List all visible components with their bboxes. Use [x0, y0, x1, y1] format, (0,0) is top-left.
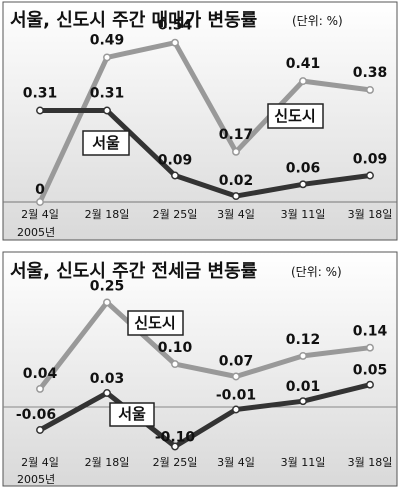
- chart-1-series-label-newtown: 신도시: [267, 103, 324, 129]
- chart-1-x-tick-label: 3월 4일: [217, 207, 255, 221]
- chart-2-seoul-value-label: -0.10: [155, 430, 196, 446]
- chart-2-seoul-point: [366, 380, 374, 389]
- chart-2-seoul-value-label: -0.01: [216, 388, 256, 404]
- chart-2-newtown-point: [103, 298, 111, 307]
- chart-2-newtown-point: [366, 343, 374, 352]
- chart-2-newtown-point: [171, 360, 179, 369]
- chart-1-title: 서울, 신도시 주간 매매가 변동률: [10, 10, 257, 31]
- chart-2-seoul-point: [103, 389, 111, 397]
- chart-2-x-tick-label: 2월 18일: [85, 455, 130, 469]
- chart-2-seoul-point: [232, 405, 240, 414]
- chart-1-seoul-line: [37, 108, 373, 199]
- chart-2-x-tick-label: 2월 4일: [21, 455, 59, 469]
- chart-1-seoul-point: [232, 192, 240, 201]
- chart-1-x-axis: 2월 4일 2월 18일 2월 25일 3월 4일 3월 11일 3월 18일: [21, 207, 392, 221]
- chart-1-newtown-point: [299, 77, 307, 86]
- chart-1-newtown-value-label: 0.49: [90, 32, 125, 48]
- chart-2-title: 서울, 신도시 주간 전세금 변동률: [10, 261, 257, 282]
- chart-1-newtown-point: [103, 53, 111, 62]
- svg-text:신도시: 신도시: [274, 107, 315, 125]
- chart-2-series-label-newtown: 신도시: [127, 310, 184, 336]
- chart-1-newtown-point: [232, 147, 240, 156]
- chart-1-newtown-value-label: 0.17: [219, 127, 254, 143]
- svg-text:신도시: 신도시: [134, 314, 175, 332]
- chart-1-x-tick-label: 2월 18일: [85, 207, 130, 221]
- chart-1-panel: [2, 1, 398, 241]
- svg-text:서울: 서울: [118, 405, 146, 423]
- chart-1-x-tick-label: 2월 4일: [21, 207, 59, 221]
- chart-2-newtown-line: [37, 299, 373, 392]
- chart-1-newtown-value-label: 0.38: [353, 65, 388, 81]
- chart-1-newtown-value-label: 0: [35, 182, 45, 198]
- chart-1-year-label: 2005년: [17, 226, 55, 239]
- chart-1-seoul-value-label: 0.09: [353, 152, 388, 168]
- chart-2-x-tick-label: 3월 4일: [217, 455, 255, 469]
- chart-1-x-tick-label: 2월 25일: [153, 207, 198, 221]
- chart-1-x-tick-label: 3월 11일: [281, 207, 326, 221]
- chart-1-series-label-seoul: 서울: [82, 130, 130, 156]
- chart-1-seoul-value-label: 0.09: [158, 153, 193, 169]
- chart-2-seoul-point: [171, 442, 179, 451]
- chart-1-seoul-value-label: 0.31: [90, 86, 125, 102]
- chart-2-lines: [36, 298, 374, 451]
- chart-2-seoul-point: [36, 426, 44, 434]
- chart-2-seoul-line: [37, 382, 373, 449]
- chart-1-newtown-value-label: 0.41: [286, 56, 321, 72]
- chart-2-x-tick-label: 2월 25일: [153, 455, 198, 469]
- chart-1-seoul-value-label: 0.06: [286, 160, 321, 176]
- chart-1-value-labels: 0 0.49 0.54 0.17 0.41 0.38 0.31 0.31 0.09 0.02 0.0…: [23, 18, 388, 198]
- chart-2-x-tick-label: 3월 11일: [281, 455, 326, 469]
- chart-1-newtown-value-label: 0.54: [158, 18, 193, 34]
- chart-2-seoul-value-label: -0.06: [16, 407, 56, 423]
- chart-2-newtown-value-label: 0.12: [286, 332, 321, 348]
- chart-1-seoul-point: [36, 106, 44, 115]
- chart-2-series-label-seoul: 서울: [109, 402, 155, 427]
- svg-text:서울: 서울: [92, 134, 120, 152]
- chart-1-newtown-point: [366, 85, 374, 94]
- chart-1-newtown-line: [37, 40, 373, 205]
- chart-2-seoul-value-label: 0.05: [353, 363, 388, 379]
- chart-2-seoul-value-label: 0.03: [90, 371, 125, 387]
- chart-1-seoul-point: [299, 180, 307, 189]
- chart-1-seoul-point: [171, 171, 179, 180]
- chart-2-seoul-value-label: 0.01: [286, 379, 321, 395]
- chart-2-newtown-value-label: 0.25: [90, 278, 125, 294]
- chart-2-value-labels: 0.04 0.25 0.10 0.07 0.12 0.14 -0.06 0.03 -0.10 -0…: [16, 278, 388, 445]
- chart-1-seoul-point: [103, 106, 111, 115]
- chart-2-newtown-point: [232, 372, 240, 381]
- chart-2-x-axis: 2월 4일 2월 18일 2월 25일 3월 4일 3월 11일 3월 18일: [21, 455, 392, 469]
- chart-1-seoul-value-label: 0.31: [23, 86, 58, 102]
- chart-2: 서울, 신도시 주간 전세금 변동률 (단위: %) 0.040.250.100…: [2, 251, 398, 487]
- chart-1-seoul-point: [366, 171, 374, 180]
- chart-1-newtown-point: [171, 38, 179, 47]
- chart-2-newtown-value-label: 0.07: [219, 354, 254, 370]
- chart-1-newtown-point: [36, 198, 44, 206]
- chart-2-seoul-point: [299, 397, 307, 406]
- chart-2-unit: (단위: %): [291, 265, 342, 279]
- chart-2-newtown-value-label: 0.04: [23, 366, 58, 382]
- chart-1-x-tick-label: 3월 18일: [348, 207, 393, 221]
- chart-2-x-tick-label: 3월 18일: [348, 455, 393, 469]
- chart-2-newtown-point: [36, 384, 44, 393]
- chart-2-newtown-point: [299, 351, 307, 360]
- chart-1-lines: [36, 38, 374, 206]
- chart-2-newtown-value-label: 0.10: [158, 340, 193, 356]
- chart-1: 서울, 신도시 주간 매매가 변동률 (단위: %) 0 0.49 0.54 0.17…: [2, 1, 398, 241]
- chart-1-seoul-value-label: 0.02: [219, 173, 254, 189]
- chart-2-newtown-value-label: 0.14: [353, 324, 388, 340]
- chart-1-unit: (단위: %): [292, 14, 343, 28]
- chart-2-year-label: 2005년: [17, 473, 55, 486]
